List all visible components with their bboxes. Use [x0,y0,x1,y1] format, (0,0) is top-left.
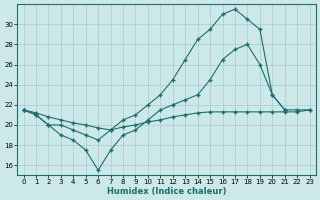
X-axis label: Humidex (Indice chaleur): Humidex (Indice chaleur) [107,187,226,196]
